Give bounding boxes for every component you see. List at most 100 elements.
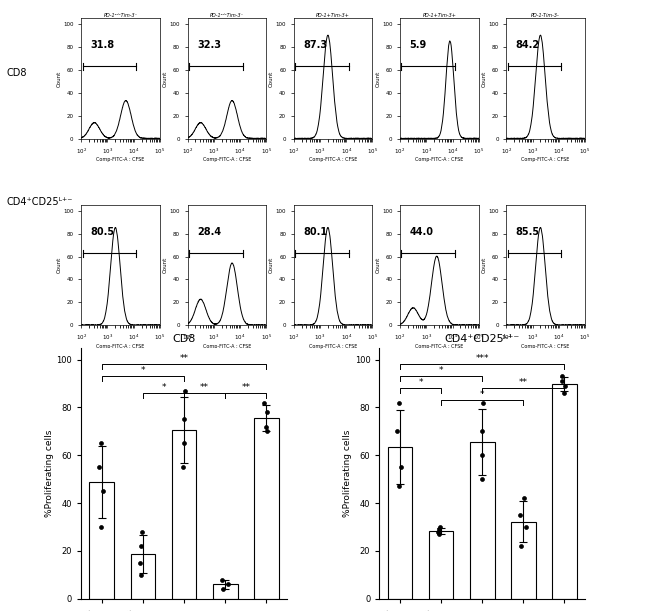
X-axis label: Comp-FITC-A : CFSE: Comp-FITC-A : CFSE — [415, 343, 463, 349]
Title: PD-1-Tim-3-: PD-1-Tim-3- — [531, 13, 560, 18]
Y-axis label: Count: Count — [482, 70, 487, 87]
Point — [179, 439, 190, 448]
Title: CD4⁺CD25ᴸ⁺⁻: CD4⁺CD25ᴸ⁺⁻ — [445, 334, 520, 344]
Title: CD8: CD8 — [172, 334, 196, 344]
Point — [557, 371, 567, 381]
Point — [391, 426, 402, 436]
Point — [261, 422, 271, 431]
Point — [557, 376, 567, 386]
Point — [433, 527, 443, 536]
Point — [218, 584, 228, 594]
Point — [396, 463, 407, 472]
Point — [519, 494, 530, 503]
Point — [96, 439, 106, 448]
Bar — [254, 418, 279, 599]
Point — [477, 450, 488, 460]
Point — [515, 510, 525, 520]
Bar — [213, 585, 237, 599]
Y-axis label: Count: Count — [57, 70, 62, 87]
Point — [96, 522, 107, 532]
Text: 44.0: 44.0 — [410, 227, 434, 236]
Text: 28.4: 28.4 — [197, 227, 221, 236]
Bar — [387, 447, 412, 599]
Text: *: * — [418, 378, 422, 387]
Point — [262, 426, 272, 436]
Y-axis label: Count: Count — [376, 70, 380, 87]
Y-axis label: Count: Count — [376, 257, 380, 273]
Point — [259, 398, 269, 408]
Y-axis label: Count: Count — [163, 70, 168, 87]
Point — [178, 414, 188, 424]
Point — [516, 541, 526, 551]
Text: 31.8: 31.8 — [91, 40, 115, 50]
X-axis label: Comp-FITC-A : CFSE: Comp-FITC-A : CFSE — [309, 343, 358, 349]
X-axis label: Comp-FITC-A : CFSE: Comp-FITC-A : CFSE — [521, 157, 570, 162]
Text: *: * — [161, 383, 166, 392]
Y-axis label: Count: Count — [269, 70, 274, 87]
Y-axis label: %Proliferating cells: %Proliferating cells — [45, 430, 54, 517]
Y-axis label: Count: Count — [269, 257, 274, 273]
Point — [560, 381, 570, 391]
Point — [435, 522, 445, 532]
Text: 84.2: 84.2 — [515, 40, 540, 50]
Point — [180, 386, 190, 395]
Point — [94, 463, 104, 472]
Y-axis label: Count: Count — [482, 257, 487, 273]
Text: **: ** — [200, 383, 209, 392]
Point — [476, 426, 487, 436]
X-axis label: Comp-FITC-A : CFSE: Comp-FITC-A : CFSE — [96, 343, 145, 349]
Bar — [90, 482, 114, 599]
X-axis label: Comp-FITC-A : CFSE: Comp-FITC-A : CFSE — [415, 157, 463, 162]
Point — [217, 575, 228, 585]
Point — [136, 541, 146, 551]
Text: B: B — [86, 350, 99, 368]
Text: 80.5: 80.5 — [91, 227, 115, 236]
Point — [135, 558, 146, 568]
Title: PD-1+Tim-3+: PD-1+Tim-3+ — [422, 13, 456, 18]
Text: **: ** — [519, 378, 528, 387]
Bar — [131, 554, 155, 599]
Text: 5.9: 5.9 — [410, 40, 426, 50]
Point — [478, 398, 489, 408]
X-axis label: Comp-FITC-A : CFSE: Comp-FITC-A : CFSE — [309, 157, 358, 162]
Text: *: * — [480, 390, 484, 399]
Text: 80.1: 80.1 — [303, 227, 328, 236]
X-axis label: Comp-FITC-A : CFSE: Comp-FITC-A : CFSE — [96, 157, 145, 162]
Point — [393, 398, 404, 408]
Point — [136, 527, 147, 536]
Text: CD4⁺CD25ᴸ⁺⁻: CD4⁺CD25ᴸ⁺⁻ — [6, 197, 73, 207]
Text: 32.3: 32.3 — [197, 40, 221, 50]
Bar — [511, 522, 536, 599]
Bar — [470, 442, 495, 599]
Point — [476, 474, 487, 484]
X-axis label: Comp-FITC-A : CFSE: Comp-FITC-A : CFSE — [203, 157, 251, 162]
Title: PD-1ᵉᵈᵒTim-3⁻: PD-1ᵉᵈᵒTim-3⁻ — [210, 13, 244, 18]
Bar — [552, 384, 577, 599]
Text: CD8: CD8 — [6, 68, 27, 78]
Y-axis label: Count: Count — [57, 257, 62, 273]
Title: PD-1+Tim-3+: PD-1+Tim-3+ — [316, 13, 350, 18]
Point — [559, 388, 569, 398]
Text: **: ** — [241, 383, 250, 392]
Point — [222, 580, 233, 590]
Point — [521, 522, 531, 532]
Bar — [172, 430, 196, 599]
Point — [434, 529, 444, 539]
Y-axis label: Count: Count — [163, 257, 168, 273]
Point — [394, 481, 404, 491]
Text: *: * — [140, 366, 145, 375]
Y-axis label: %Proliferating cells: %Proliferating cells — [343, 430, 352, 517]
Text: A: A — [86, 27, 99, 46]
Point — [261, 408, 272, 417]
Bar — [429, 530, 454, 599]
Text: 85.5: 85.5 — [515, 227, 540, 236]
Text: 87.3: 87.3 — [303, 40, 328, 50]
Point — [434, 524, 444, 534]
Text: ***: *** — [475, 354, 489, 363]
Text: **: ** — [179, 354, 188, 363]
Point — [178, 463, 188, 472]
X-axis label: Comp-FITC-A : CFSE: Comp-FITC-A : CFSE — [203, 343, 251, 349]
Title: PD-1ᵉᵈᵒTim-3⁻: PD-1ᵉᵈᵒTim-3⁻ — [103, 13, 138, 18]
Point — [135, 570, 146, 580]
Text: *: * — [439, 366, 443, 375]
